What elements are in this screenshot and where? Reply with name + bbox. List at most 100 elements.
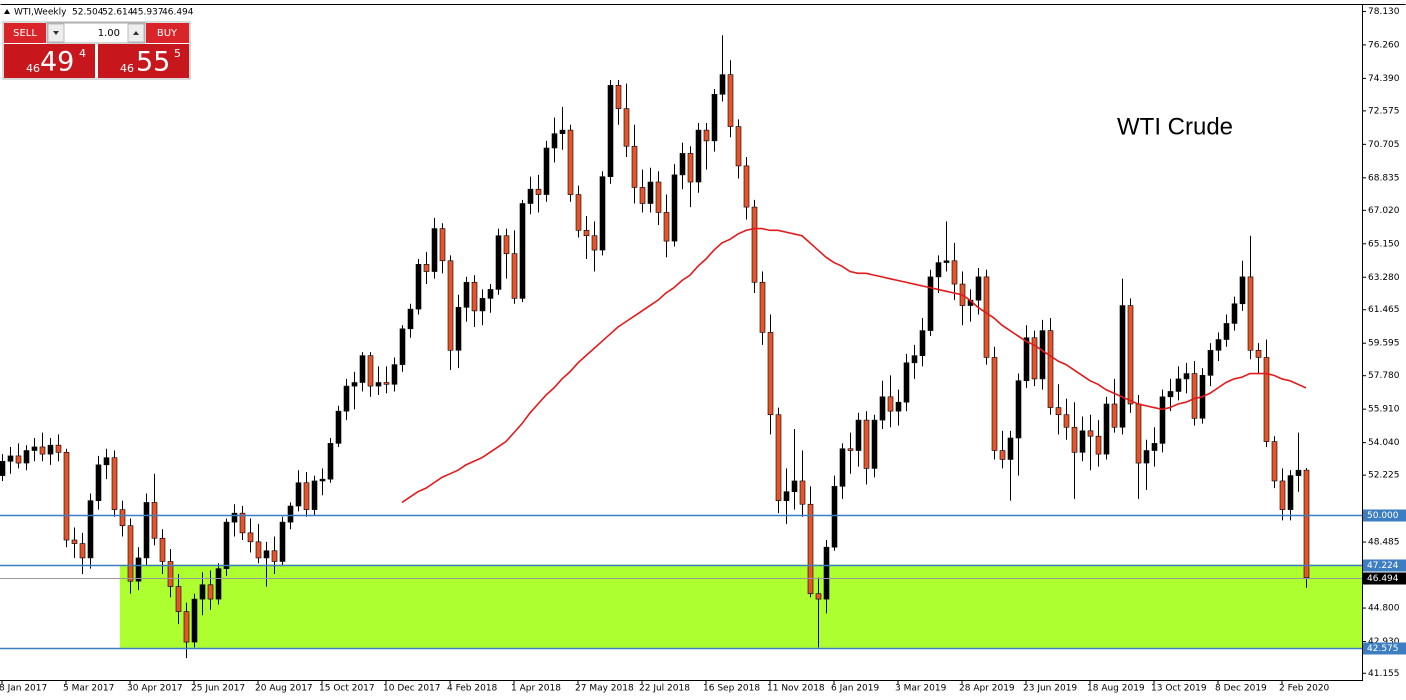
- candle-body: [735, 126, 742, 167]
- y-tick-label: 76.260: [1368, 40, 1400, 50]
- buy-label[interactable]: BUY: [157, 28, 178, 39]
- candle-body: [439, 228, 446, 262]
- y-tick-label: 57.780: [1368, 371, 1400, 381]
- candle-body: [855, 419, 862, 451]
- candle-body: [1231, 303, 1238, 324]
- candle-body: [583, 230, 590, 237]
- volume-box[interactable]: [46, 22, 146, 44]
- candle-body: [871, 419, 878, 469]
- candle-body: [639, 187, 646, 204]
- x-tick-label: 8 Dec 2019: [1215, 684, 1267, 694]
- x-tick-label: 30 Apr 2017: [127, 684, 183, 694]
- candle-body: [919, 330, 926, 356]
- candle-body: [1119, 305, 1126, 428]
- candle-body: [623, 108, 630, 147]
- candle-body: [527, 188, 534, 204]
- candle-body: [511, 253, 518, 299]
- candle-body: [799, 480, 806, 505]
- candle-body: [399, 328, 406, 365]
- x-tick-label: 5 Mar 2017: [63, 684, 114, 694]
- candle-body: [415, 264, 422, 310]
- price-label-bg: [1363, 572, 1406, 585]
- candle-body: [783, 491, 790, 501]
- candle-body: [847, 448, 854, 451]
- candle-body: [359, 355, 366, 383]
- candle-body: [447, 260, 454, 351]
- candle-body: [887, 396, 894, 412]
- ask-box[interactable]: [98, 44, 189, 78]
- candle-body: [775, 414, 782, 501]
- candle-body: [1143, 450, 1150, 464]
- candle-body: [1007, 437, 1014, 460]
- y-tick-label: 70.705: [1368, 140, 1400, 150]
- header-close: 46.494: [162, 8, 194, 18]
- candle-body: [1183, 373, 1190, 380]
- frame-top: [0, 4, 1406, 5]
- y-tick-label: 48.485: [1368, 538, 1400, 548]
- header-icon: [4, 9, 10, 14]
- candle-body: [759, 281, 766, 333]
- x-tick-label: 11 Nov 2018: [767, 684, 825, 694]
- candle-body: [455, 307, 462, 351]
- candle-body: [551, 133, 558, 149]
- candle-body: [1151, 443, 1158, 451]
- candle-body: [1031, 337, 1038, 380]
- candle-body: [1167, 391, 1174, 398]
- x-tick-label: 3 Mar 2019: [895, 684, 947, 694]
- candle-body: [1287, 475, 1294, 510]
- x-tick-label: 22 Jul 2018: [639, 684, 690, 694]
- trade-panel: SELL 1.00 BUY 46 49 4 46 55 5: [2, 21, 191, 80]
- candle-body: [431, 228, 438, 272]
- x-tick-label: 15 Oct 2017: [319, 684, 375, 694]
- candle-body: [727, 74, 734, 127]
- volume-value[interactable]: 1.00: [98, 28, 120, 39]
- x-tick-label: 18 Aug 2019: [1087, 684, 1145, 694]
- sell-button[interactable]: [4, 23, 46, 43]
- moving-average: [401, 227, 1307, 504]
- candle-body: [367, 355, 374, 387]
- y-tick-label: 65.150: [1368, 239, 1400, 249]
- candle-body: [519, 203, 526, 299]
- candle-body: [719, 74, 726, 95]
- candle-body: [151, 502, 158, 539]
- candle-body: [1223, 323, 1230, 340]
- candle-body: [471, 281, 478, 312]
- plot-area: [0, 35, 1362, 659]
- candle-body: [335, 410, 342, 444]
- candle-body: [615, 85, 622, 109]
- candle-body: [463, 281, 470, 308]
- candle-body: [695, 129, 702, 183]
- candle-body: [1015, 380, 1022, 439]
- candle-body: [135, 557, 142, 582]
- candle-body: [175, 586, 182, 612]
- candle-body: [591, 235, 598, 251]
- candle-body: [0, 460, 6, 476]
- y-tick-label: 55.910: [1368, 405, 1400, 415]
- candle-body: [503, 235, 510, 254]
- candle-body: [375, 382, 382, 387]
- candle-body: [1271, 441, 1278, 482]
- buy-button[interactable]: [146, 23, 189, 43]
- candle-body: [303, 482, 310, 510]
- candle-body: [87, 500, 94, 559]
- candle-body: [1127, 305, 1134, 405]
- candle-body: [1063, 414, 1070, 428]
- candle-body: [327, 443, 334, 480]
- candle-body: [1255, 349, 1262, 358]
- candle-body: [559, 129, 566, 134]
- y-tick-label: 72.575: [1368, 106, 1400, 116]
- x-tick-label: 16 Sep 2018: [703, 684, 760, 694]
- candle-body: [679, 153, 686, 176]
- candle-body: [199, 584, 206, 600]
- candle-body: [1159, 396, 1166, 444]
- sell-label[interactable]: SELL: [13, 28, 37, 39]
- x-tick-label: 13 Oct 2019: [1151, 684, 1207, 694]
- x-tick-label: 2 Feb 2020: [1279, 684, 1330, 694]
- bid-box[interactable]: [4, 44, 95, 78]
- level-label-bg: [1363, 559, 1406, 572]
- bid-main: 49: [40, 47, 74, 78]
- candle-body: [1095, 435, 1102, 455]
- y-tick-label: 44.800: [1368, 604, 1400, 614]
- candle-body: [1263, 357, 1270, 442]
